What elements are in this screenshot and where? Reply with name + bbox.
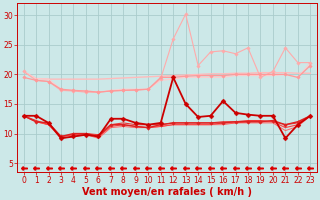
X-axis label: Vent moyen/en rafales ( km/h ): Vent moyen/en rafales ( km/h ) xyxy=(82,187,252,197)
